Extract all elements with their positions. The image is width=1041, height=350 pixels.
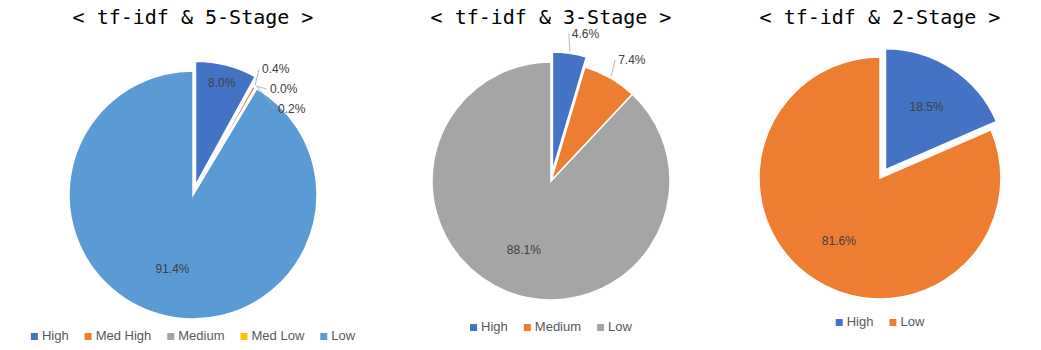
- data-labels: 4.6% 7.4% 88.1%: [507, 27, 646, 257]
- pie-slice: [432, 62, 670, 300]
- pie-slice: [759, 57, 1001, 299]
- pie-plot: 18.5% 81.6%: [759, 49, 1001, 299]
- chart-title: < tf-idf & 2-Stage >: [760, 5, 1001, 29]
- data-label: 4.6%: [572, 27, 600, 41]
- legend-item: High: [470, 319, 508, 334]
- leader-line: [255, 69, 259, 85]
- data-labels: 8.0% 0.4% 0.0% 0.2% 91.4%: [155, 62, 305, 276]
- legend-swatch: [31, 333, 38, 340]
- legend-item: Medium: [167, 328, 224, 343]
- legend: High Medium Low: [470, 319, 632, 334]
- pie-chart: < tf-idf & 5-Stage > 8.0% 0.4% 0.0% 0.2% 91.4…: [31, 5, 356, 343]
- legend-swatch: [524, 324, 531, 331]
- pie-chart: < tf-idf & 2-Stage > 18.5% 81.6% High Low: [759, 5, 1001, 329]
- data-label: 8.0%: [208, 76, 236, 90]
- legend-swatch: [836, 319, 843, 326]
- leader-line: [568, 34, 570, 52]
- pie-slice: [69, 71, 317, 319]
- slices: [759, 49, 1001, 299]
- legend-swatch: [241, 333, 248, 340]
- legend-label: Low: [331, 328, 355, 343]
- pie-plot: 4.6% 7.4% 88.1%: [432, 27, 670, 300]
- legend-label: Low: [608, 319, 632, 334]
- data-label: 18.5%: [910, 100, 944, 114]
- legend-label: Low: [900, 314, 924, 329]
- slices: [69, 61, 317, 319]
- legend-item: Medium: [524, 319, 581, 334]
- legend-item: Med Low: [241, 328, 305, 343]
- data-label: 81.6%: [822, 234, 856, 248]
- data-label: 88.1%: [507, 243, 541, 257]
- leader-line: [611, 60, 615, 76]
- legend-label: High: [481, 319, 508, 334]
- legend-swatch: [85, 333, 92, 340]
- legend-label: Medium: [535, 319, 581, 334]
- legend-swatch: [889, 319, 896, 326]
- legend-item: Med High: [85, 328, 152, 343]
- data-label: 0.0%: [270, 82, 298, 96]
- leader-line: [257, 87, 275, 110]
- pie-plot: 8.0% 0.4% 0.0% 0.2% 91.4%: [69, 61, 317, 319]
- data-label: 91.4%: [155, 262, 189, 276]
- legend: High Med High Medium Med Low Low: [31, 328, 356, 343]
- legend-item: High: [836, 314, 874, 329]
- legend-label: Med High: [96, 328, 152, 343]
- legend: High Low: [836, 314, 925, 329]
- legend-swatch: [597, 324, 604, 331]
- legend-swatch: [320, 333, 327, 340]
- legend-label: High: [847, 314, 874, 329]
- legend-item: Low: [320, 328, 355, 343]
- data-label: 7.4%: [618, 53, 646, 67]
- legend-swatch: [167, 333, 174, 340]
- chart-title: < tf-idf & 3-Stage >: [431, 5, 672, 29]
- chart-title: < tf-idf & 5-Stage >: [73, 5, 314, 29]
- slices: [432, 52, 670, 300]
- chart-canvas: < tf-idf & 5-Stage > 8.0% 0.4% 0.0% 0.2% 91.4…: [0, 0, 1041, 350]
- legend-label: Medium: [178, 328, 224, 343]
- legend-swatch: [470, 324, 477, 331]
- data-label: 0.4%: [262, 62, 290, 76]
- legend-item: Low: [889, 314, 924, 329]
- legend-item: Low: [597, 319, 632, 334]
- legend-label: Med Low: [252, 328, 305, 343]
- data-labels: 18.5% 81.6%: [822, 100, 944, 248]
- legend-item: High: [31, 328, 69, 343]
- legend-label: High: [42, 328, 69, 343]
- data-label: 0.2%: [278, 102, 306, 116]
- pie-chart: < tf-idf & 3-Stage >4.6% 7.4% 88.1% High Med…: [431, 5, 672, 334]
